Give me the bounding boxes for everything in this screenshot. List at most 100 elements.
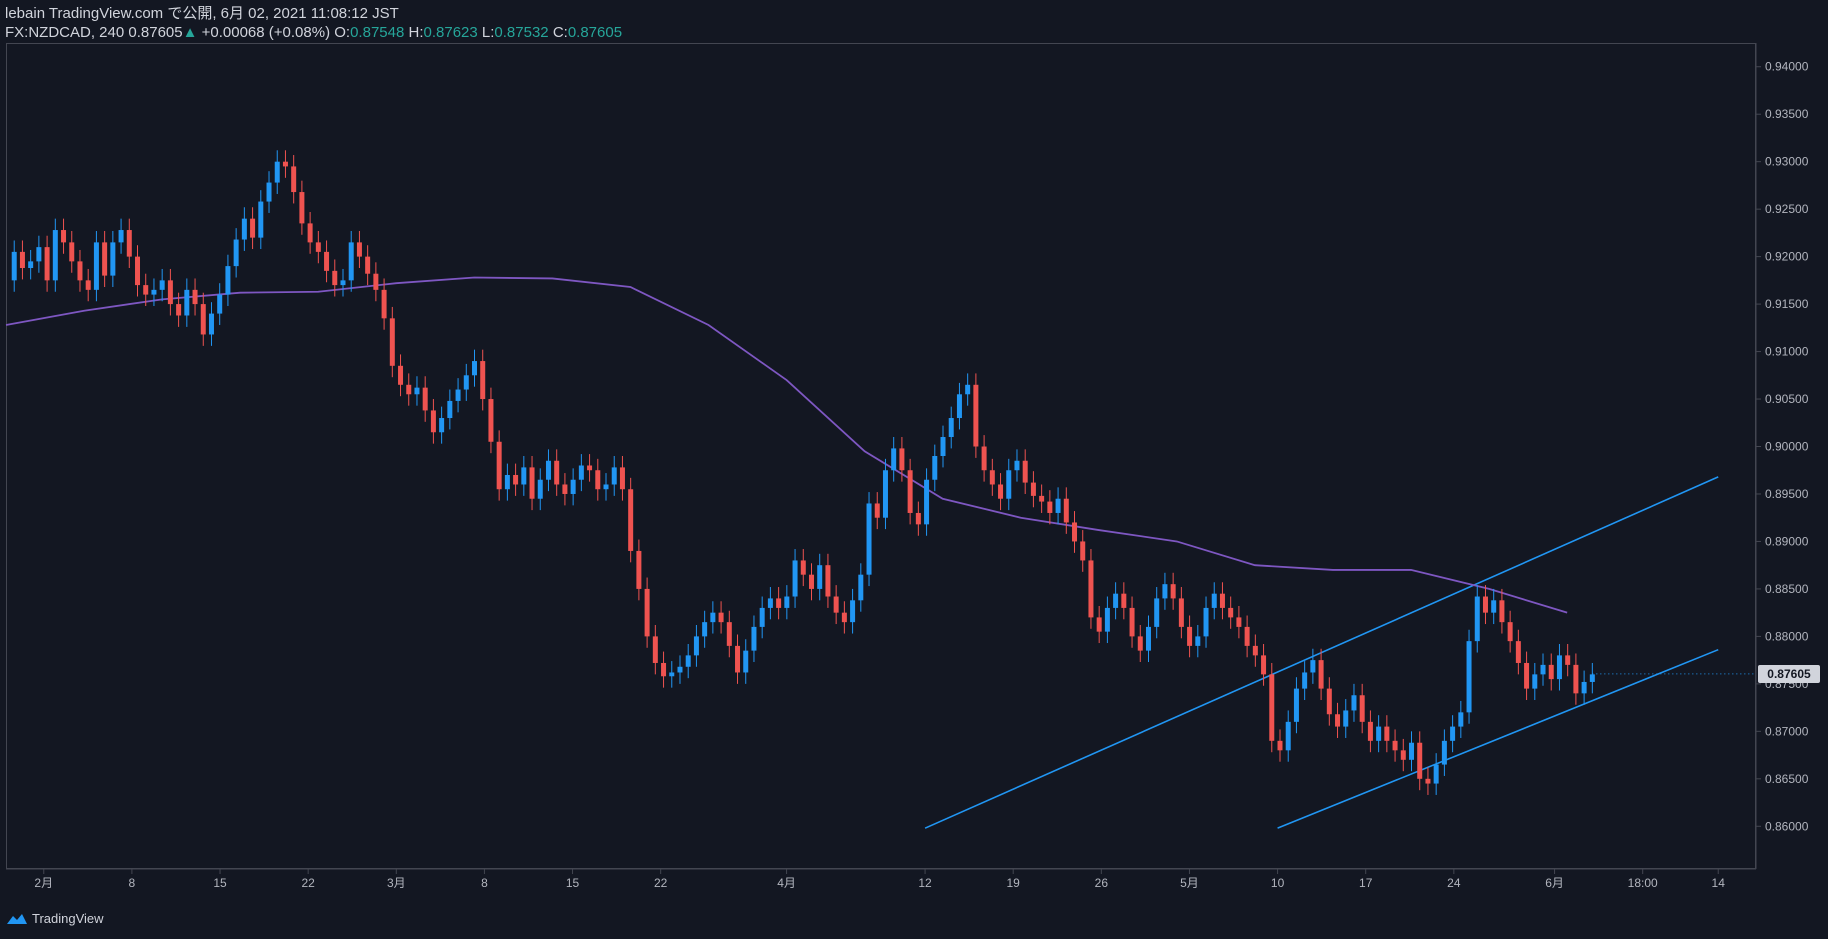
candle-body (726, 622, 732, 646)
candle-body (1499, 600, 1505, 623)
candle-body (1154, 598, 1160, 627)
candle-body (1187, 626, 1193, 646)
candle-body (603, 484, 609, 490)
candle-body (315, 242, 321, 252)
candle-body (685, 655, 691, 667)
candle-body (998, 484, 1004, 499)
candle-body (1335, 714, 1341, 727)
candle-body (1318, 660, 1324, 689)
candle-body (1433, 764, 1439, 784)
candle-body (866, 503, 872, 575)
candle-body (562, 484, 568, 494)
candle-body (924, 479, 930, 525)
candle-body (488, 399, 494, 442)
candle-body (825, 565, 831, 597)
candle-body (1228, 607, 1234, 618)
candle-body (282, 161, 288, 167)
candle-body (61, 230, 67, 243)
candle-body (578, 465, 584, 480)
candle-body (1113, 593, 1119, 608)
y-tick-label: 0.89500 (1765, 487, 1809, 501)
candle-body (1022, 460, 1028, 483)
candle-body (529, 467, 535, 499)
candle-body (258, 201, 264, 238)
candle-body (332, 270, 338, 286)
footer: TradingView (6, 911, 104, 926)
y-tick-label: 0.86000 (1765, 819, 1809, 833)
candle-body (463, 375, 469, 390)
candle-body (833, 596, 839, 613)
x-tick-label: 22 (654, 876, 668, 890)
candle-body (981, 446, 987, 471)
candle-body (948, 418, 954, 438)
candle-body (784, 596, 790, 608)
candle-body (1244, 626, 1250, 646)
candle-body (504, 474, 510, 490)
candle-body (932, 456, 938, 480)
candle-body (1088, 560, 1094, 618)
candle-body (570, 479, 576, 494)
x-tick-label: 19 (1007, 876, 1021, 890)
candle-body (619, 467, 625, 490)
x-tick-label: 15 (213, 876, 227, 890)
x-tick-label: 26 (1095, 876, 1109, 890)
candle-body (1351, 695, 1357, 711)
candle-body (1129, 607, 1135, 637)
candle-body (1581, 681, 1587, 694)
candle-body (93, 242, 99, 290)
candle-body (52, 230, 58, 281)
candle-body (176, 304, 182, 316)
candle-body (661, 662, 667, 677)
candle-body (1170, 584, 1176, 599)
candle-body (1219, 593, 1225, 608)
candle-body (652, 636, 658, 663)
candle-body (1573, 664, 1579, 694)
candle-body (1310, 660, 1316, 673)
candle-body (1236, 617, 1242, 627)
candle-body (1466, 641, 1472, 713)
last-price-label: 0.87605 (1758, 664, 1820, 683)
y-tick-label: 0.86500 (1765, 772, 1809, 786)
tradingview-logo-icon (7, 913, 27, 924)
candle-body (1474, 596, 1480, 642)
candle-body (307, 223, 313, 243)
publisher-line: lebain TradingView.com で公開, 6月 02, 2021 … (5, 5, 399, 22)
candle-body (389, 318, 395, 366)
candle-body (808, 574, 814, 589)
candle-body (151, 289, 157, 295)
candle-body (1384, 726, 1390, 741)
symbol-label[interactable]: FX:NZDCAD, 240 (5, 24, 125, 41)
candle-body (1532, 674, 1538, 689)
candle-body (973, 384, 979, 447)
candle-body (513, 474, 519, 485)
candle-body (430, 410, 436, 433)
low-label: L: (481, 24, 495, 41)
candle-body (110, 242, 116, 276)
x-tick-label: 24 (1447, 876, 1461, 890)
trendline (1277, 648, 1719, 829)
candle-body (1589, 674, 1595, 682)
candle-body (1425, 778, 1431, 784)
candle-body (455, 389, 461, 401)
candle-body (266, 182, 272, 202)
candle-body (19, 251, 25, 269)
candle-body (77, 261, 83, 281)
candle-body (414, 387, 420, 395)
up-arrow-icon: ▲ (182, 24, 198, 41)
y-tick-label: 0.88500 (1765, 582, 1809, 596)
candle-body (587, 465, 593, 471)
candle-body (1548, 664, 1554, 680)
last-price: 0.87605 (128, 24, 183, 41)
candle-body (217, 294, 223, 314)
candle-body (874, 503, 880, 518)
y-tick-label: 0.92500 (1765, 202, 1809, 216)
candle-body (1162, 584, 1168, 599)
candle-body (1458, 712, 1464, 727)
candle-body (348, 242, 354, 281)
candle-body (1285, 721, 1291, 751)
candle-body (1540, 664, 1546, 675)
candle-body (1072, 522, 1078, 542)
y-tick-label: 0.91500 (1765, 297, 1809, 311)
candle-body (759, 607, 765, 627)
